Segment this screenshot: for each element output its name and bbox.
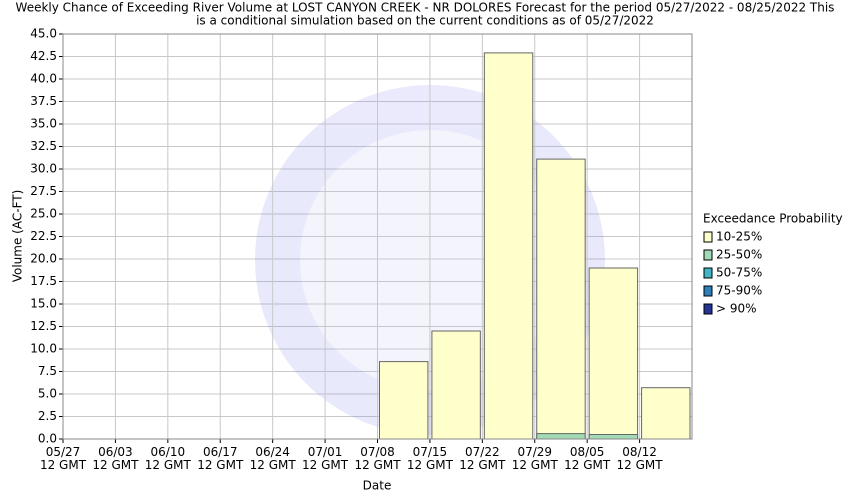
y-tick-label: 32.5 <box>30 139 57 153</box>
legend-label: > 90% <box>716 302 757 316</box>
legend-swatch <box>703 285 713 297</box>
x-axis-label: Date <box>363 479 392 493</box>
y-tick-label: 7.5 <box>38 364 57 378</box>
y-tick-label: 42.5 <box>30 49 57 63</box>
y-tick-label: 30.0 <box>30 162 57 176</box>
y-tick-label: 35.0 <box>30 117 57 131</box>
x-tick-label: 07/08 12 GMT <box>354 445 401 472</box>
legend-swatch <box>703 249 713 261</box>
y-axis-label: Volume (AC-FT) <box>11 190 25 283</box>
bar <box>483 52 534 440</box>
x-tick-label: 06/17 12 GMT <box>197 445 244 472</box>
y-tick-label: 15.0 <box>30 297 57 311</box>
legend-label: 50-75% <box>716 266 762 280</box>
y-tick-label: 0.0 <box>38 432 57 446</box>
bar <box>641 387 691 440</box>
legend-swatch <box>703 267 713 279</box>
x-tick-label: 07/29 12 GMT <box>512 445 559 472</box>
x-tick-label: 06/24 12 GMT <box>250 445 297 472</box>
legend-swatch <box>703 231 713 243</box>
x-tick-label: 06/10 12 GMT <box>145 445 192 472</box>
y-tick-label: 20.0 <box>30 252 57 266</box>
legend-swatch <box>703 303 713 315</box>
legend-title: Exceedance Probability <box>703 212 843 226</box>
chart-title: Weekly Chance of Exceeding River Volume … <box>16 1 835 15</box>
bar <box>431 330 481 440</box>
x-tick-label: 07/01 12 GMT <box>302 445 349 472</box>
y-tick-label: 2.5 <box>38 409 57 423</box>
plot-area <box>62 33 693 440</box>
legend-label: 75-90% <box>716 284 762 298</box>
chart-title: is a conditional simulation based on the… <box>196 14 654 28</box>
bar <box>536 433 586 440</box>
x-tick-label: 08/12 12 GMT <box>617 445 664 472</box>
x-tick-label: 07/22 12 GMT <box>459 445 506 472</box>
y-tick-label: 25.0 <box>30 207 57 221</box>
x-tick-label: 05/27 12 GMT <box>40 445 87 472</box>
y-tick-label: 22.5 <box>30 229 57 243</box>
bar <box>536 158 586 440</box>
legend-label: 10-25% <box>716 230 762 244</box>
y-tick-label: 12.5 <box>30 319 57 333</box>
legend-label: 25-50% <box>716 248 762 262</box>
y-tick-label: 40.0 <box>30 72 57 86</box>
y-tick-label: 45.0 <box>30 27 57 41</box>
x-tick-label: 06/03 12 GMT <box>92 445 139 472</box>
y-tick-label: 17.5 <box>30 274 57 288</box>
x-tick-label: 08/05 12 GMT <box>564 445 611 472</box>
y-tick-label: 5.0 <box>38 387 57 401</box>
y-tick-label: 27.5 <box>30 184 57 198</box>
bar <box>588 434 639 440</box>
y-tick-label: 37.5 <box>30 94 57 108</box>
y-tick-label: 10.0 <box>30 342 57 356</box>
bar <box>379 361 429 440</box>
bar <box>588 267 639 440</box>
x-tick-label: 07/15 12 GMT <box>407 445 454 472</box>
